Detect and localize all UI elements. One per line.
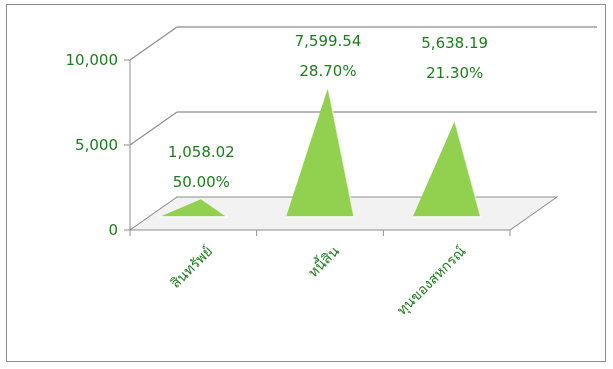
pyramid-face-front	[286, 87, 354, 217]
pyramid-face-front	[412, 121, 481, 217]
value-label: 1,058.02	[168, 143, 235, 161]
percent-label: 50.00%	[173, 173, 230, 191]
value-label: 7,599.54	[295, 32, 362, 50]
y-axis-ticks: 0 5,000 10,000	[66, 51, 511, 239]
category-label: ทุนของสหกรณ์	[394, 243, 470, 319]
pyramid-face-front	[159, 199, 228, 217]
pyramid-ridge	[200, 198, 228, 218]
y-tick-label: 5,000	[75, 136, 118, 154]
value-label: 5,638.19	[421, 34, 488, 52]
category-label: หนี้สิน	[303, 241, 343, 281]
pyramids	[159, 87, 482, 218]
percent-label: 21.30%	[426, 64, 483, 82]
y-tick-label: 10,000	[66, 51, 119, 69]
percent-label: 28.70%	[299, 62, 356, 80]
gridline-depth	[129, 26, 178, 61]
category-labels: สินทรัพย์ หนี้สิน ทุนของสหกรณ์	[167, 241, 469, 319]
y-tick-label: 0	[108, 221, 118, 239]
gridline-depth	[129, 111, 178, 146]
category-label: สินทรัพย์	[167, 243, 216, 292]
gridlines	[128, 26, 597, 231]
data-labels: 1,058.02 50.00% 7,599.54 28.70% 5,638.19 21.3…	[168, 32, 488, 191]
pyramid-ridge	[327, 87, 355, 218]
pyramid-ridge	[454, 120, 482, 218]
